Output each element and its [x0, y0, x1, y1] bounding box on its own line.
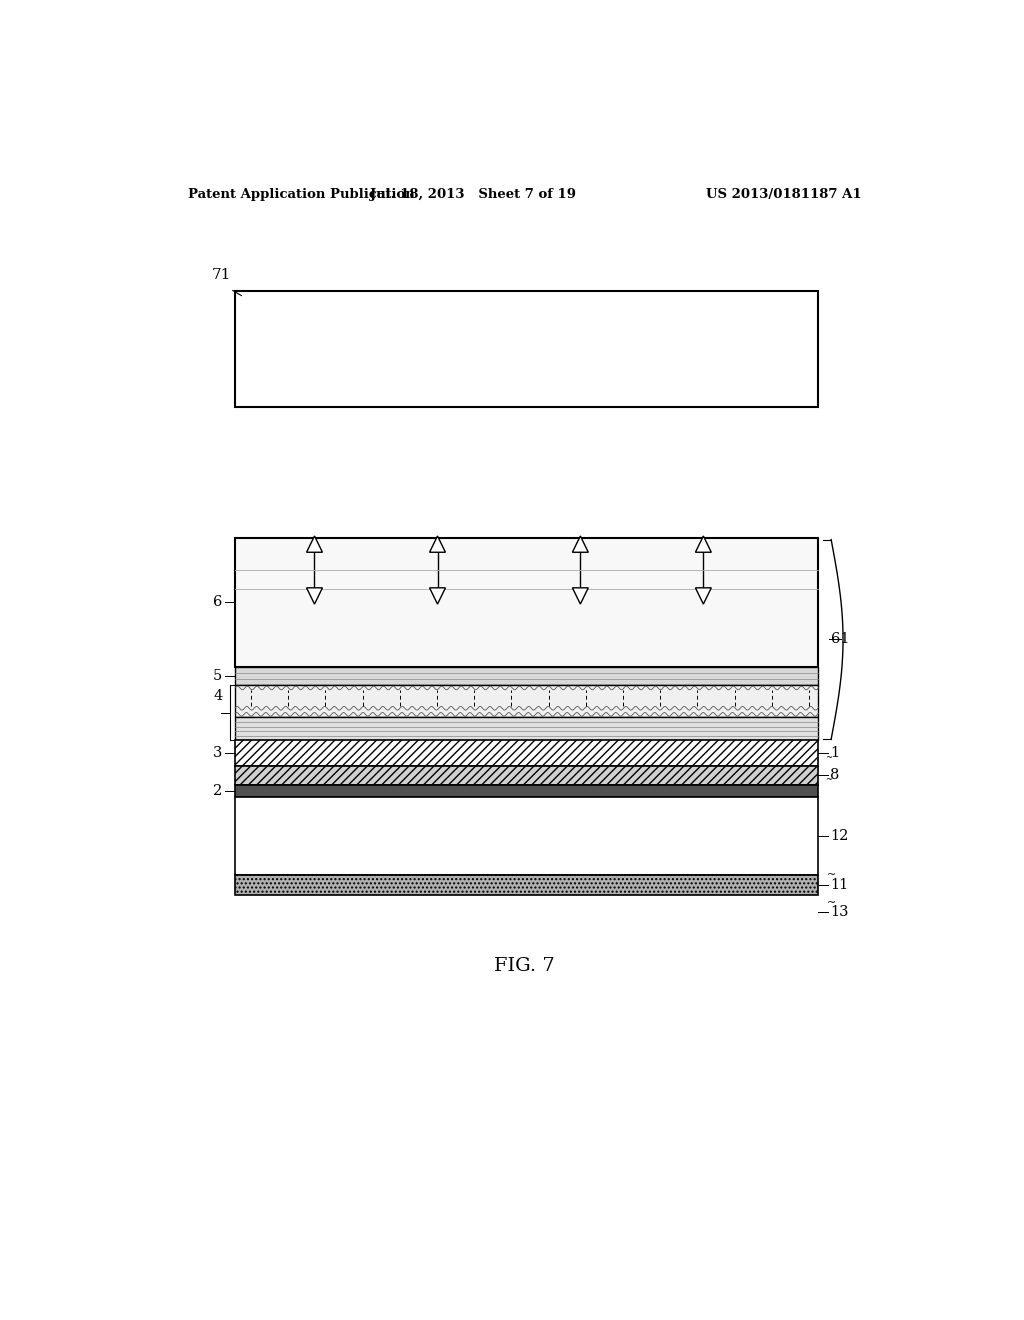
Polygon shape — [430, 536, 445, 552]
Text: 61: 61 — [831, 632, 850, 647]
Text: 8: 8 — [830, 768, 840, 783]
Text: 5: 5 — [213, 669, 222, 682]
Bar — [236, 766, 818, 784]
Text: 71: 71 — [212, 268, 231, 282]
Polygon shape — [695, 587, 712, 605]
Text: Jul. 18, 2013   Sheet 7 of 19: Jul. 18, 2013 Sheet 7 of 19 — [371, 189, 577, 202]
Text: 11: 11 — [830, 878, 849, 892]
Text: 13: 13 — [830, 904, 849, 919]
Bar — [236, 875, 818, 895]
Text: ~: ~ — [827, 899, 837, 908]
Polygon shape — [306, 536, 323, 552]
Text: 3: 3 — [213, 746, 222, 760]
Text: 6: 6 — [213, 595, 222, 609]
Text: 2: 2 — [213, 784, 222, 797]
Bar — [236, 667, 818, 685]
Text: ~: ~ — [827, 870, 837, 880]
Bar — [236, 741, 818, 766]
Bar — [236, 797, 818, 875]
Bar — [236, 685, 818, 718]
Bar — [236, 290, 818, 408]
Polygon shape — [430, 587, 445, 605]
Text: 4: 4 — [213, 689, 222, 704]
Bar — [236, 537, 818, 667]
Polygon shape — [695, 536, 712, 552]
Bar — [236, 784, 818, 797]
Text: US 2013/0181187 A1: US 2013/0181187 A1 — [707, 189, 862, 202]
Text: ~: ~ — [825, 775, 833, 784]
Bar — [236, 718, 818, 741]
Text: 12: 12 — [830, 829, 849, 843]
Polygon shape — [572, 587, 588, 605]
Text: FIG. 7: FIG. 7 — [495, 957, 555, 975]
Text: 1: 1 — [830, 746, 840, 760]
Text: ~: ~ — [825, 752, 833, 762]
Polygon shape — [306, 587, 323, 605]
Text: Patent Application Publication: Patent Application Publication — [187, 189, 415, 202]
Polygon shape — [572, 536, 588, 552]
